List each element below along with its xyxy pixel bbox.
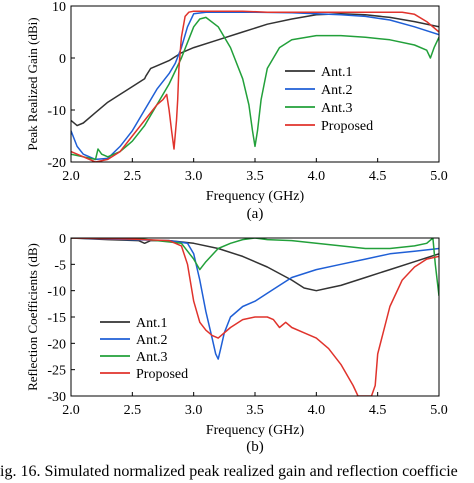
legend-item: Ant.1 — [100, 316, 168, 331]
legend-label: Ant.3 — [321, 101, 353, 116]
y-tick-label: 0 — [59, 52, 66, 67]
y-tick-label: -15 — [47, 311, 66, 326]
x-tick-label: 2.5 — [124, 403, 142, 418]
series-group — [71, 238, 439, 396]
x-tick-label: 2.0 — [62, 403, 80, 418]
legend-label: Proposed — [321, 119, 373, 134]
x-tick-label: 2.5 — [124, 169, 142, 184]
series-line-proposed — [71, 238, 439, 396]
series-group — [71, 10, 439, 162]
legend-item: Ant.3 — [100, 350, 168, 365]
legend-label: Ant.3 — [136, 350, 168, 365]
series-line-proposed — [71, 10, 439, 162]
legend-item: Proposed — [100, 367, 188, 382]
x-tick-label: 4.0 — [308, 169, 326, 184]
series-line-ant-2 — [71, 11, 439, 161]
legend-label: Ant.2 — [136, 333, 168, 348]
y-tick-label: -30 — [47, 390, 66, 405]
x-tick-label: 4.5 — [369, 169, 387, 184]
y-tick-label: -25 — [47, 364, 66, 379]
y-tick-label: -5 — [54, 258, 66, 273]
y-axis-label: Reflection Coefficients (dB) — [25, 243, 40, 391]
panel-label: (a) — [247, 206, 264, 222]
x-tick-label: 5.0 — [430, 169, 448, 184]
y-tick-label: 10 — [52, 0, 66, 15]
x-tick-label: 5.0 — [430, 403, 448, 418]
chart-panel-a: 2.0 2.5 3.0 3.5 4.0 4.5 5.0 -20 -10 0 10 Frequency … — [25, 0, 448, 222]
x-tick-label: 3.5 — [246, 403, 264, 418]
x-axis-label: Frequency (GHz) — [206, 423, 305, 438]
legend-item: Ant.2 — [100, 333, 168, 348]
legend: Ant.1 Ant.2 Ant.3 Proposed — [285, 65, 373, 134]
x-axis-label: Frequency (GHz) — [206, 189, 305, 204]
x-tick-label: 2.0 — [62, 169, 80, 184]
legend-label: Ant.1 — [136, 316, 168, 331]
legend-item: Ant.1 — [285, 65, 353, 80]
y-tick-label: 0 — [59, 232, 66, 247]
series-line-ant-3 — [71, 238, 439, 296]
chart-panel-b: 2.0 2.5 3.0 3.5 4.0 4.5 5.0 -30 -25 -20 -15 -10 -5 0 F… — [25, 232, 448, 455]
x-tick-label: 3.0 — [185, 169, 203, 184]
legend-label: Ant.1 — [321, 65, 353, 80]
x-tick-label: 3.0 — [185, 403, 203, 418]
series-line-ant-2 — [71, 238, 439, 360]
y-tick-label: -20 — [47, 156, 66, 171]
series-line-ant-1 — [71, 13, 439, 127]
legend: Ant.1 Ant.2 Ant.3 Proposed — [100, 316, 188, 382]
legend-label: Proposed — [136, 367, 188, 382]
legend-item: Ant.3 — [285, 101, 353, 116]
y-tick-label: -20 — [47, 337, 66, 352]
x-tick-label: 4.5 — [369, 403, 387, 418]
y-tick-label: -10 — [47, 104, 66, 119]
legend-item: Ant.2 — [285, 83, 353, 98]
legend-item: Proposed — [285, 119, 373, 134]
panel-label: (b) — [246, 439, 264, 455]
y-tick-label: -10 — [47, 285, 66, 300]
y-axis-label: Peak Realized Gain (dBi) — [25, 17, 40, 150]
series-line-ant-1 — [71, 238, 439, 292]
x-tick-label: 4.0 — [308, 403, 326, 418]
figure-caption: ig. 16. Simulated normalized peak realiz… — [0, 463, 458, 480]
legend-label: Ant.2 — [321, 83, 353, 98]
x-tick-label: 3.5 — [246, 169, 264, 184]
